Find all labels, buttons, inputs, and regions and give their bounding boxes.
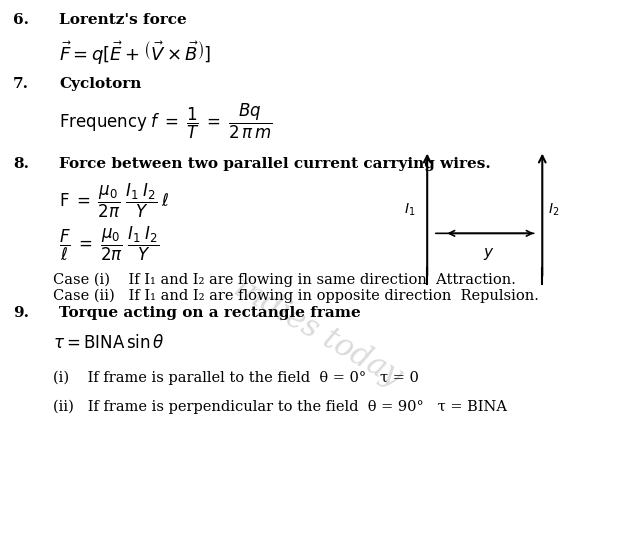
Text: Lorentz's force: Lorentz's force (59, 13, 187, 27)
Text: $\mathrm{F} \;=\; \dfrac{\mu_0}{2\pi}\; \dfrac{I_1\; I_2}{Y}\; \ell$: $\mathrm{F} \;=\; \dfrac{\mu_0}{2\pi}\; … (59, 182, 170, 220)
Text: $\vec{F} = q\left[\vec{E} + \left(\vec{V} \times \vec{B}\right)\right]$: $\vec{F} = q\left[\vec{E} + \left(\vec{V… (59, 39, 212, 65)
Text: 7.: 7. (13, 77, 29, 91)
Text: Case (i)    If I₁ and I₂ are flowing in same direction  Attraction.: Case (i) If I₁ and I₂ are flowing in sam… (53, 273, 516, 287)
Text: (ii)   If frame is perpendicular to the field  θ = 90°   τ = BINA: (ii) If frame is perpendicular to the fi… (53, 399, 507, 414)
Text: Cyclotorn: Cyclotorn (59, 77, 141, 91)
Text: 6.: 6. (13, 13, 29, 27)
Text: y: y (483, 244, 492, 259)
Text: 8.: 8. (13, 157, 29, 171)
Text: 9.: 9. (13, 306, 29, 321)
Text: Force between two parallel current carrying wires.: Force between two parallel current carry… (59, 157, 490, 171)
Text: indies today: indies today (229, 272, 407, 392)
Text: $\mathrm{Frequency}\; f \;=\; \dfrac{1}{T} \;=\; \dfrac{Bq}{2\,\pi\, m}$: $\mathrm{Frequency}\; f \;=\; \dfrac{1}{… (59, 102, 273, 141)
Text: $I_1$: $I_1$ (404, 201, 416, 218)
Text: $I_2$: $I_2$ (548, 201, 559, 218)
Text: Torque acting on a rectangle frame: Torque acting on a rectangle frame (59, 306, 361, 321)
Text: $\tau = \mathrm{BINA}\,\sin\theta$: $\tau = \mathrm{BINA}\,\sin\theta$ (53, 333, 165, 352)
Text: (i)    If frame is parallel to the field  θ = 0°   τ = 0: (i) If frame is parallel to the field θ … (53, 370, 419, 384)
Text: $\dfrac{F}{\ell} \;=\; \dfrac{\mu_0}{2\pi}\; \dfrac{I_1\; I_2}{Y}$: $\dfrac{F}{\ell} \;=\; \dfrac{\mu_0}{2\p… (59, 225, 159, 263)
Text: Case (ii)   If I₁ and I₂ are flowing in opposite direction  Repulsion.: Case (ii) If I₁ and I₂ are flowing in op… (53, 289, 539, 303)
